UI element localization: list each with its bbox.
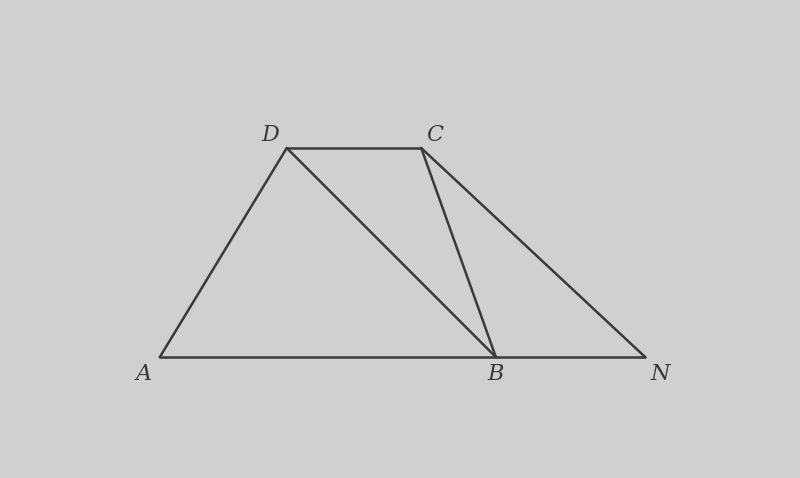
Text: N: N [650,363,670,385]
Text: B: B [488,363,504,385]
Text: D: D [262,124,279,146]
Text: C: C [426,124,443,146]
Text: A: A [135,363,151,385]
